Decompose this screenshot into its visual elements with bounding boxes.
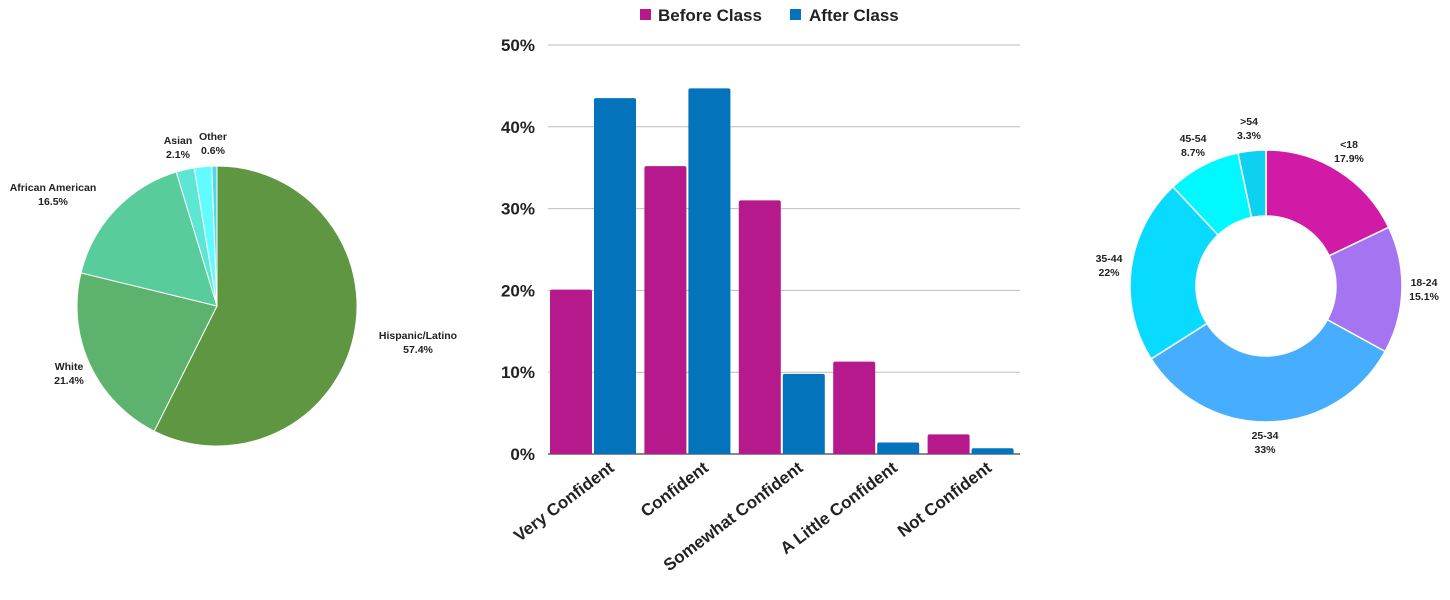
age-donut-chart [1130, 150, 1402, 422]
pie-label-asian-name: Asian [164, 135, 193, 147]
donut-label-18-24-value: 15.1% [1409, 291, 1439, 303]
donut-label-25-34-name: 25-34 [1252, 430, 1279, 442]
x-tick-label-not-confident: Not Confident [894, 458, 995, 541]
legend-label-after-class: After Class [809, 6, 899, 25]
y-tick-label: 20% [501, 281, 535, 300]
pie-label-white-name: White [55, 361, 84, 373]
x-tick-label-confident: Confident [637, 458, 712, 521]
donut-label-under-18-value: 17.9% [1334, 153, 1364, 165]
legend-swatch-before-class [640, 9, 651, 20]
confidence-bar-chart: Before Class After Class 0% 10% 20% 30% 40% 5… [501, 6, 1020, 575]
donut-label-45-54-name: 45-54 [1180, 133, 1207, 145]
bar-before-class-very-confident [550, 290, 592, 454]
ethnicity-pie-chart [77, 166, 357, 446]
y-tick-label: 40% [501, 118, 535, 137]
pie-label-african-american-value: 16.5% [38, 196, 68, 208]
y-tick-label: 30% [501, 200, 535, 219]
bar-after-class-a-little-confident [877, 443, 919, 454]
donut-label-18-24-name: 18-24 [1411, 277, 1438, 289]
legend-label-before-class: Before Class [658, 6, 762, 25]
donut-label-over-54-value: 3.3% [1237, 130, 1262, 142]
donut-label-35-44-name: 35-44 [1096, 253, 1123, 265]
y-tick-label: 10% [501, 363, 535, 382]
bar-before-class-a-little-confident [833, 362, 875, 454]
pie-label-african-american-name: African American [10, 182, 97, 194]
donut-label-over-54-name: >54 [1240, 116, 1258, 128]
legend-swatch-after-class [790, 9, 801, 20]
bar-series [550, 88, 1014, 454]
pie-label-other-name: Other [199, 131, 227, 143]
pie-label-hispanic-name: Hispanic/Latino [379, 330, 457, 342]
donut-label-45-54-value: 8.7% [1181, 147, 1206, 159]
donut-label-under-18-name: <18 [1340, 139, 1358, 151]
bar-legend: Before Class After Class [640, 6, 899, 25]
bar-after-class-very-confident [594, 98, 636, 454]
x-tick-label-very-confident: Very Confident [510, 458, 618, 546]
donut-label-35-44-value: 22% [1098, 267, 1120, 279]
pie-label-asian-value: 2.1% [166, 149, 191, 161]
pie-label-other-value: 0.6% [201, 145, 226, 157]
y-tick-label: 50% [501, 36, 535, 55]
bar-y-tick-labels: 0% 10% 20% 30% 40% 50% [501, 36, 535, 464]
pie-label-white-value: 21.4% [54, 375, 84, 387]
bar-after-class-confident [688, 88, 730, 454]
pie-label-hispanic-value: 57.4% [403, 344, 433, 356]
bar-after-class-somewhat-confident [783, 374, 825, 454]
y-tick-label: 0% [510, 445, 535, 464]
bar-before-class-confident [644, 166, 686, 454]
bar-before-class-not-confident [928, 434, 970, 454]
bar-before-class-somewhat-confident [739, 200, 781, 454]
bar-after-class-not-confident [972, 448, 1014, 454]
donut-label-25-34-value: 33% [1254, 444, 1276, 456]
